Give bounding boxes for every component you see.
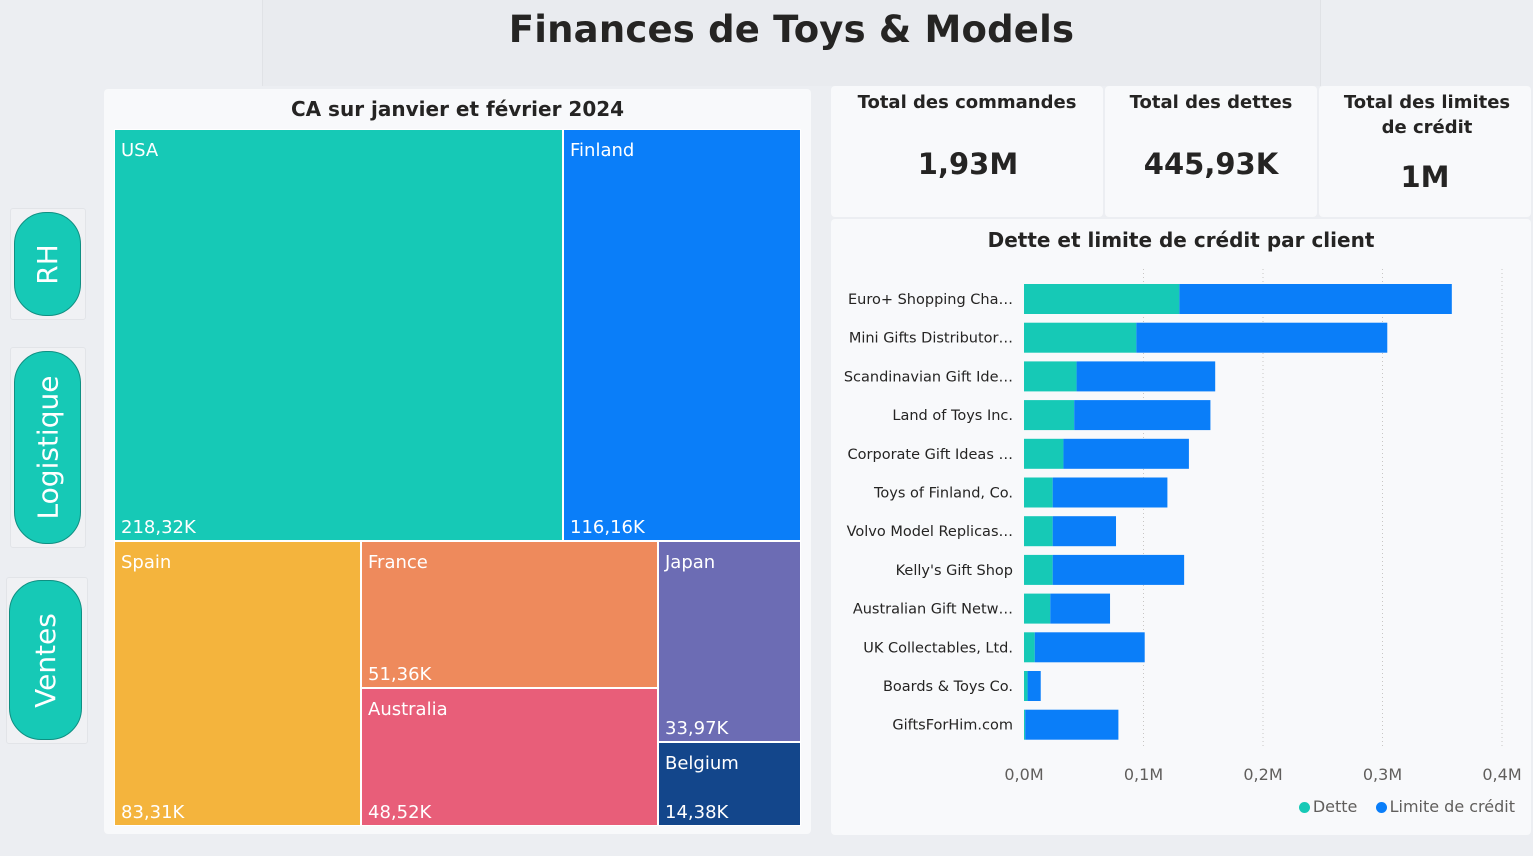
bar-chart-svg: Euro+ Shopping Cha… Mini Gifts Distributo… [844,269,1522,784]
bar-limite-credit[interactable] [1052,516,1117,547]
bar-dette[interactable] [1024,671,1028,701]
category-label: UK Collectables, Ltd. [863,640,1013,656]
legend-limite-label: Limite de crédit [1389,797,1515,816]
treemap-tile-finland[interactable]: Finland 116,16K [563,129,801,541]
page-title: Finances de Toys & Models [508,8,1075,51]
treemap-tile-japan[interactable]: Japan 33,97K [658,541,801,742]
bar-dette[interactable] [1024,516,1053,547]
nav-button-ventes-label: Ventes [29,612,62,708]
bar-limite-credit[interactable] [1074,400,1211,431]
bar-dette[interactable] [1024,361,1077,392]
bar-limite-credit[interactable] [1063,438,1189,469]
bar-dette[interactable] [1024,709,1026,740]
treemap-label-japan: Japan [665,552,716,573]
bar-chart-legend: Dette Limite de crédit [1298,797,1515,816]
bar-limite-credit[interactable] [1034,632,1145,663]
legend-limite-swatch [1375,802,1387,813]
x-tick-label: 0,1M [1124,765,1163,784]
nav-button-rh-label: RH [30,243,64,285]
kpi-credit-limit-label: Total des limites de crédit [1343,92,1511,138]
treemap-value-spain: 83,31K [121,802,185,823]
kpi-card-orders: Total des commandes 1,93M [831,86,1103,217]
bar-dette[interactable] [1024,593,1051,624]
treemap-tile-france[interactable]: France 51,36K [361,541,658,688]
bar-limite-credit[interactable] [1076,361,1216,392]
bar-dette[interactable] [1024,438,1064,469]
bar-dette[interactable] [1024,632,1035,663]
bar-dette[interactable] [1024,284,1180,314]
kpi-orders-value: 1,93M [917,147,1019,181]
category-label: Land of Toys Inc. [892,408,1013,424]
treemap-title: CA sur janvier et février 2024 [290,97,625,121]
category-label: Mini Gifts Distributor… [849,331,1013,347]
x-tick-label: 0,0M [1004,765,1043,784]
bar-dette[interactable] [1024,400,1075,431]
bar-limite-credit[interactable] [1050,593,1111,624]
category-label: Boards & Toys Co. [883,679,1013,695]
title-band: Finances de Toys & Models [262,0,1321,86]
x-tick-label: 0,4M [1482,765,1521,784]
treemap-value-usa: 218,32K [121,517,196,538]
treemap-label-usa: USA [121,140,159,161]
category-label: Corporate Gift Ideas … [848,447,1013,463]
bar-dette[interactable] [1024,322,1137,353]
kpi-card-debts: Total des dettes 445,93K [1105,86,1317,217]
kpi-credit-limit-value: 1M [1400,160,1450,194]
treemap-tile-australia[interactable]: Australia 48,52K [361,688,658,826]
treemap-label-australia: Australia [368,699,448,720]
bar-limite-credit[interactable] [1052,554,1185,585]
category-label: Euro+ Shopping Cha… [848,292,1013,308]
bar-dette[interactable] [1024,554,1053,585]
nav-button-ventes[interactable]: Ventes [9,580,82,740]
legend-item-limite[interactable]: Limite de crédit [1375,797,1515,816]
treemap-tile-belgium[interactable]: Belgium 14,38K [658,742,801,826]
treemap-value-japan: 33,97K [665,718,729,739]
x-tick-label: 0,2M [1243,765,1282,784]
legend-dette-label: Dette [1312,797,1358,816]
nav-button-logistique-label: Logistique [31,375,65,520]
category-label: Scandinavian Gift Ide… [844,369,1013,385]
bar-limite-credit[interactable] [1027,671,1041,701]
category-label: Kelly's Gift Shop [896,563,1013,579]
x-tick-label: 0,3M [1363,765,1402,784]
kpi-orders-label: Total des commandes [857,92,1077,113]
bar-limite-credit[interactable] [1136,322,1388,353]
bar-dette[interactable] [1024,477,1053,508]
bar-limite-credit[interactable] [1052,477,1168,508]
kpi-debts-value: 445,93K [1143,147,1279,181]
treemap-label-belgium: Belgium [665,753,739,774]
nav-button-rh[interactable]: RH [14,212,81,316]
kpi-card-credit-limit: Total des limites de crédit 1M [1319,86,1531,217]
treemap-tile-spain[interactable]: Spain 83,31K [114,541,361,826]
legend-item-dette[interactable]: Dette [1298,797,1358,816]
treemap-value-finland: 116,16K [570,517,645,538]
bar-chart-panel: Dette et limite de crédit par client Eur… [831,219,1531,835]
category-label: GiftsForHim.com [892,718,1013,734]
bar-limite-credit[interactable] [1179,284,1452,314]
treemap-label-france: France [368,552,428,573]
nav-button-logistique[interactable]: Logistique [14,351,81,544]
kpi-debts-label: Total des dettes [1129,92,1293,113]
treemap-value-australia: 48,52K [368,802,432,823]
treemap-value-belgium: 14,38K [665,802,729,823]
category-label: Volvo Model Replicas… [847,524,1013,540]
bar-chart-title: Dette et limite de crédit par client [987,228,1375,252]
treemap-label-spain: Spain [121,552,172,573]
bar-limite-credit[interactable] [1025,709,1119,740]
category-label: Australian Gift Netw… [853,602,1013,618]
treemap-tile-usa[interactable]: USA 218,32K [114,129,563,541]
treemap-label-finland: Finland [570,140,635,161]
treemap-value-france: 51,36K [368,664,432,685]
legend-dette-swatch [1298,802,1310,813]
category-label: Toys of Finland, Co. [873,486,1013,502]
